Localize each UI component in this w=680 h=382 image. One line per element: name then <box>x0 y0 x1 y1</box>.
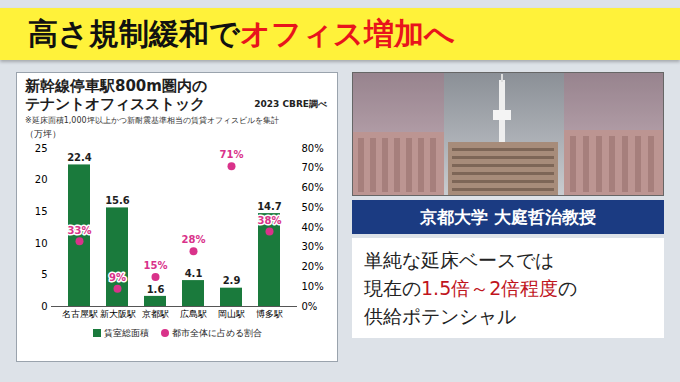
html-text:新幹線停車駅800m圏内の テナントオフィスストック: 新幹線停車駅800m圏内の テナントオフィスストック <box>25 77 207 113</box>
svg-text:15%: 15% <box>144 260 168 271</box>
svg-text:28%: 28% <box>182 234 206 245</box>
svg-text:40%: 40% <box>302 222 324 233</box>
svg-text:71%: 71% <box>220 149 244 160</box>
svg-text:50%: 50% <box>302 202 324 213</box>
svg-text:岡山駅: 岡山駅 <box>218 309 245 319</box>
svg-text:33%: 33% <box>68 225 92 236</box>
svg-text:0: 0 <box>41 301 47 312</box>
svg-text:新大阪駅: 新大阪駅 <box>100 309 136 319</box>
svg-text:5: 5 <box>41 269 47 280</box>
html-text:都市全体に占める割合: 都市全体に占める割合 <box>171 328 262 338</box>
html-text:賃室総面積: 賃室総面積 <box>103 328 149 338</box>
html-text:現在の1.5倍～2倍程度の: 現在の1.5倍～2倍程度の <box>364 277 578 299</box>
svg-text:10: 10 <box>35 238 48 249</box>
svg-text:14.7: 14.7 <box>257 201 282 212</box>
svg-text:80%: 80% <box>302 143 324 154</box>
svg-text:10%: 10% <box>302 281 324 292</box>
html-text:供給ポテンシャル: 供給ポテンシャル <box>364 305 516 327</box>
svg-text:京都駅: 京都駅 <box>142 309 169 319</box>
svg-text:2.9: 2.9 <box>223 275 241 286</box>
html-text:2023 CBRE調べ: 2023 CBRE調べ <box>254 99 327 109</box>
html-text:（万坪）: （万坪） <box>25 129 61 139</box>
svg-text:60%: 60% <box>302 182 324 193</box>
svg-text:20: 20 <box>35 174 48 185</box>
html-text:単純な延床ベースでは: 単純な延床ベースでは <box>364 249 554 271</box>
html-text:高さ規制緩和でオフィス増加へ: 高さ規制緩和でオフィス増加へ <box>28 16 455 51</box>
svg-text:4.1: 4.1 <box>185 268 203 279</box>
html-text:※延床面積1,000坪以上かつ新耐震基準相当の賃貸オフィスビ: ※延床面積1,000坪以上かつ新耐震基準相当の賃貸オフィスビルを集計 <box>25 116 279 125</box>
svg-text:博多駅: 博多駅 <box>256 309 283 319</box>
svg-text:70%: 70% <box>302 162 324 173</box>
svg-text:1.6: 1.6 <box>147 284 165 295</box>
svg-text:15: 15 <box>35 206 48 217</box>
svg-text:38%: 38% <box>258 215 282 226</box>
svg-text:22.4: 22.4 <box>67 152 92 163</box>
svg-text:広島駅: 広島駅 <box>180 309 207 319</box>
svg-text:0%: 0% <box>302 301 318 312</box>
svg-text:25: 25 <box>35 143 48 154</box>
svg-text:20%: 20% <box>302 261 324 272</box>
svg-text:名古屋駅: 名古屋駅 <box>62 309 98 319</box>
svg-text:9%: 9% <box>109 272 126 283</box>
svg-text:30%: 30% <box>302 241 324 252</box>
svg-text:15.6: 15.6 <box>105 195 130 206</box>
html-text:京都大学 大庭哲治教授: 京都大学 大庭哲治教授 <box>420 207 596 227</box>
